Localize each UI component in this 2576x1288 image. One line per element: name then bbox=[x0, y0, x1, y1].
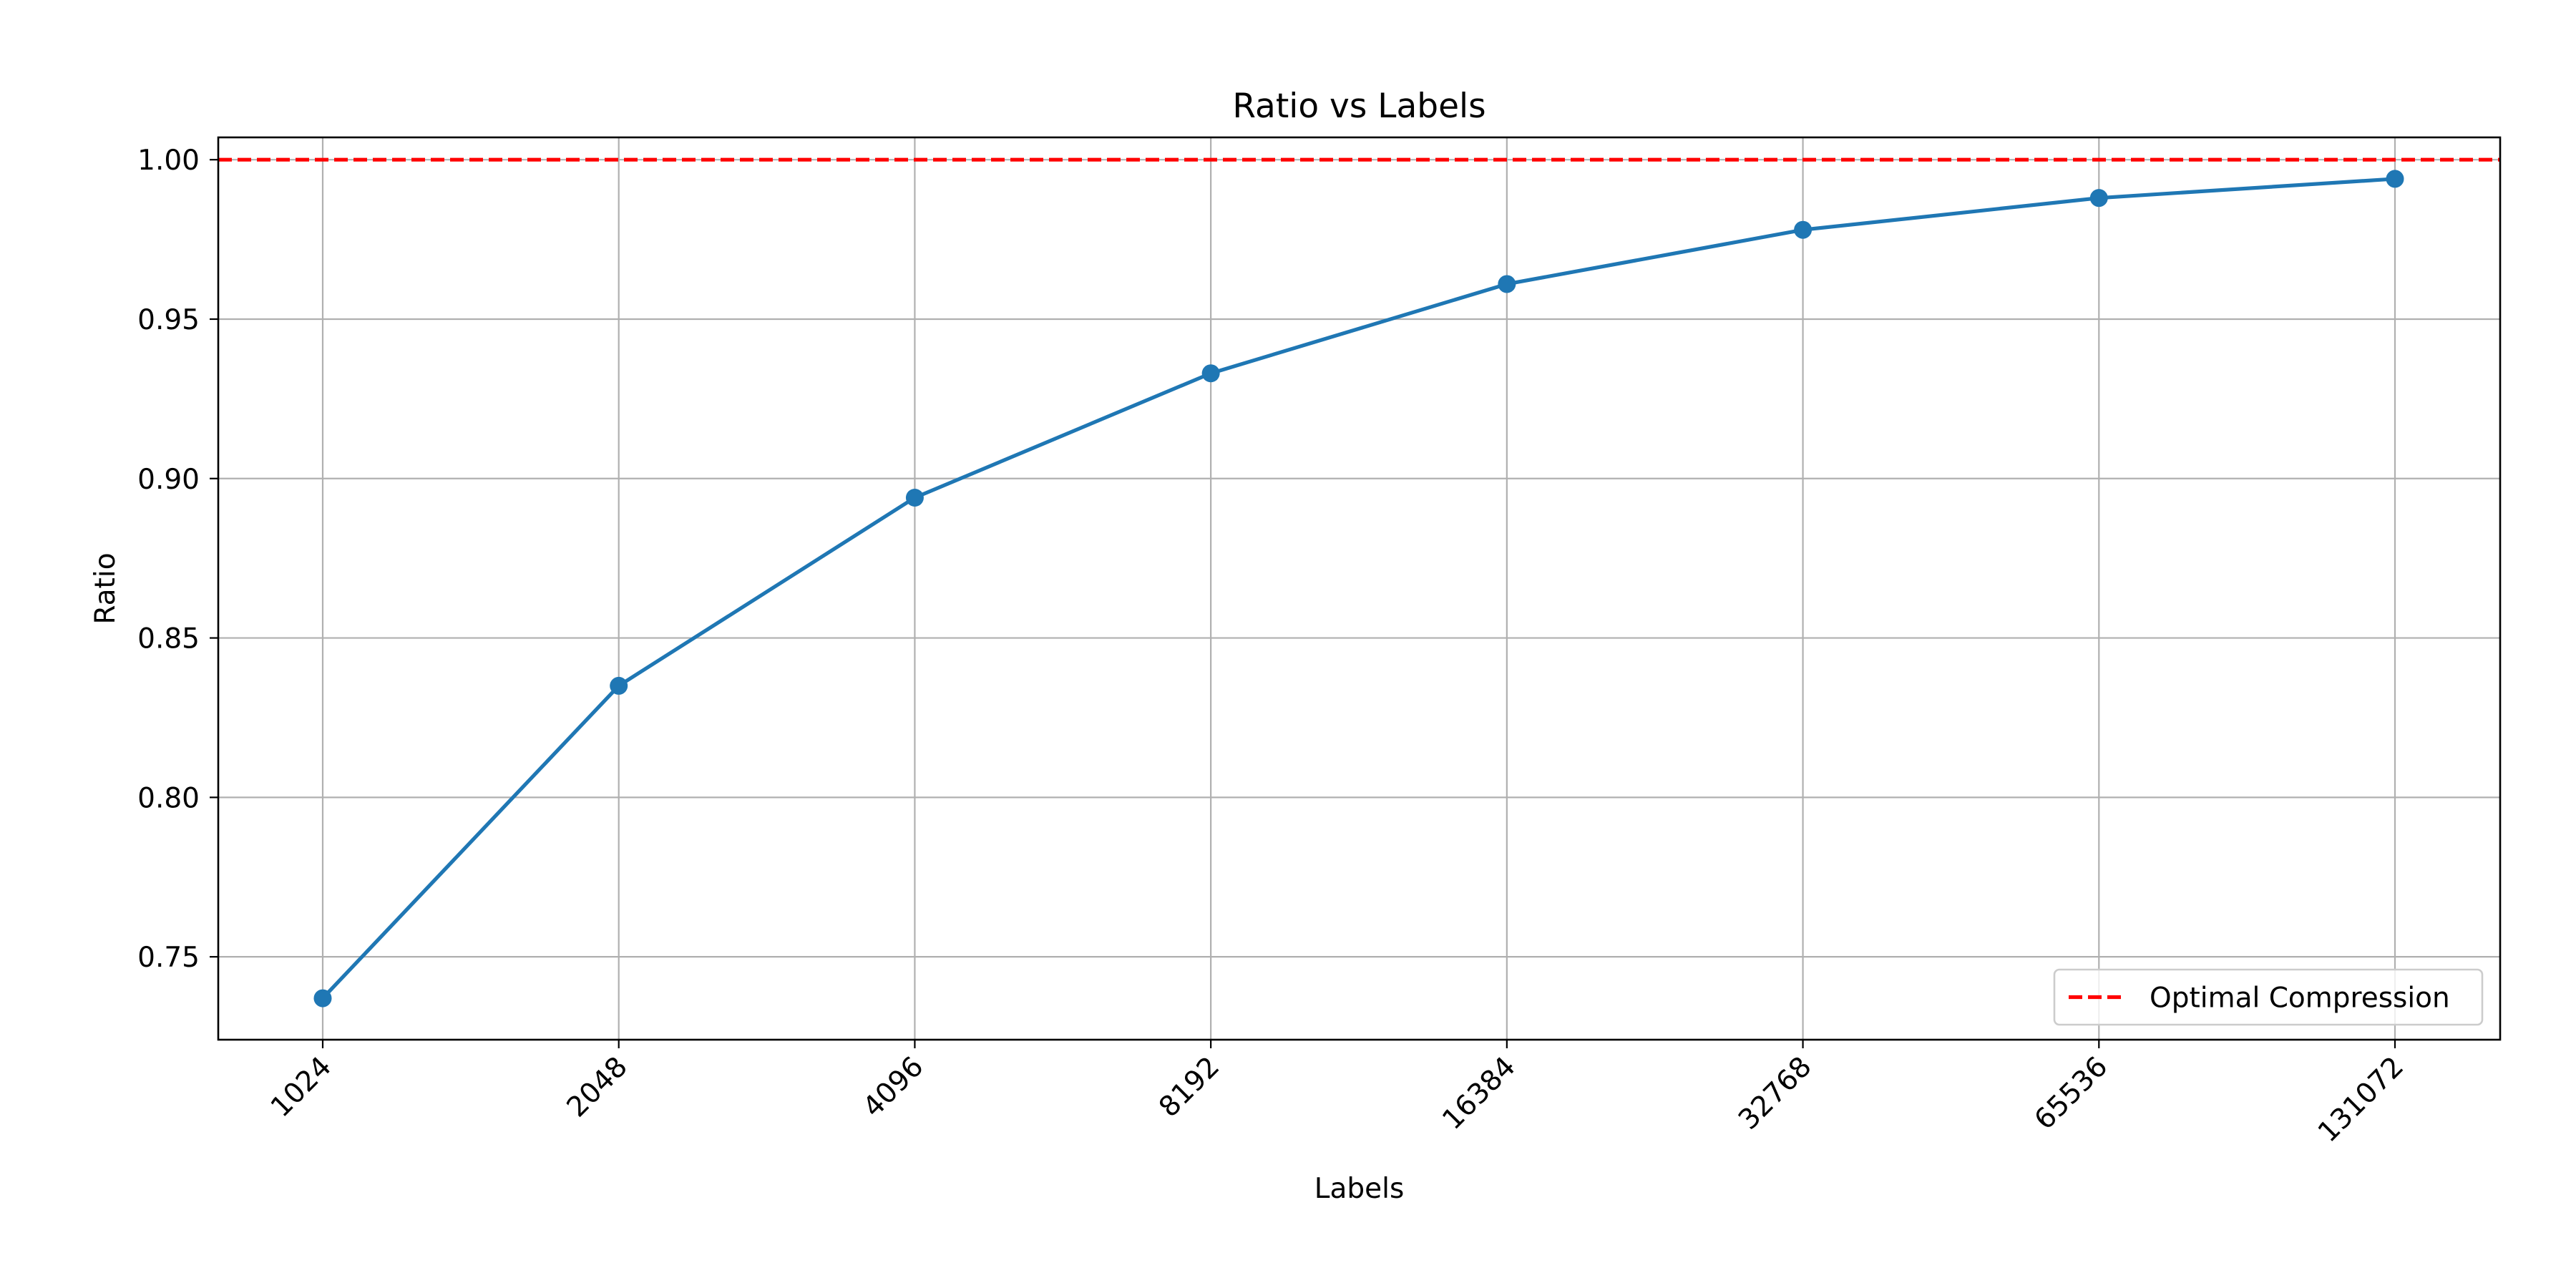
legend-label-optimal-compression: Optimal Compression bbox=[2150, 982, 2450, 1015]
y-axis-label: Ratio bbox=[89, 552, 122, 624]
data-point-131072 bbox=[2386, 170, 2404, 188]
data-point-65536 bbox=[2089, 189, 2108, 208]
y-tick-label: 0.85 bbox=[137, 623, 200, 655]
y-axis-ticks: 0.75 0.80 0.85 0.90 0.95 1.00 bbox=[137, 145, 218, 974]
y-tick-label: 0.95 bbox=[137, 304, 200, 336]
data-point-16384 bbox=[1498, 275, 1516, 293]
y-tick-label: 0.90 bbox=[137, 464, 200, 496]
x-axis-label: Labels bbox=[1314, 1173, 1405, 1205]
plot-area-frame bbox=[217, 136, 2502, 1041]
data-point-2048 bbox=[610, 676, 628, 695]
series-line bbox=[321, 177, 2396, 1000]
data-point-4096 bbox=[905, 489, 924, 507]
series-layer bbox=[313, 170, 2404, 1008]
y-tick-label: 1.00 bbox=[137, 145, 200, 177]
y-tick-label: 0.75 bbox=[137, 942, 200, 974]
data-point-1024 bbox=[313, 989, 332, 1008]
y-tick-label: 0.80 bbox=[137, 782, 200, 814]
data-point-32768 bbox=[1794, 220, 1813, 239]
legend-box bbox=[2053, 968, 2484, 1026]
legend: Optimal Compression bbox=[2053, 968, 2484, 1026]
chart-title: Ratio vs Labels bbox=[1232, 87, 1485, 126]
data-point-8192 bbox=[1201, 364, 1220, 383]
